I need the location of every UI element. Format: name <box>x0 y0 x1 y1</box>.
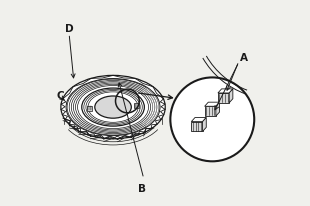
Ellipse shape <box>82 88 144 126</box>
Bar <box>205 106 216 116</box>
Polygon shape <box>191 118 206 122</box>
Text: B: B <box>138 184 146 194</box>
Polygon shape <box>202 118 206 131</box>
Text: D: D <box>65 24 73 34</box>
Ellipse shape <box>61 75 165 139</box>
Polygon shape <box>216 102 219 116</box>
Circle shape <box>170 77 254 161</box>
Text: A: A <box>240 53 248 63</box>
Bar <box>134 103 139 108</box>
Bar <box>218 93 229 103</box>
Bar <box>191 122 202 131</box>
Ellipse shape <box>66 78 160 136</box>
Ellipse shape <box>95 96 131 118</box>
Text: C: C <box>56 91 64 101</box>
Polygon shape <box>229 89 233 103</box>
Polygon shape <box>218 89 233 93</box>
Bar <box>87 106 92 111</box>
Polygon shape <box>205 102 219 106</box>
